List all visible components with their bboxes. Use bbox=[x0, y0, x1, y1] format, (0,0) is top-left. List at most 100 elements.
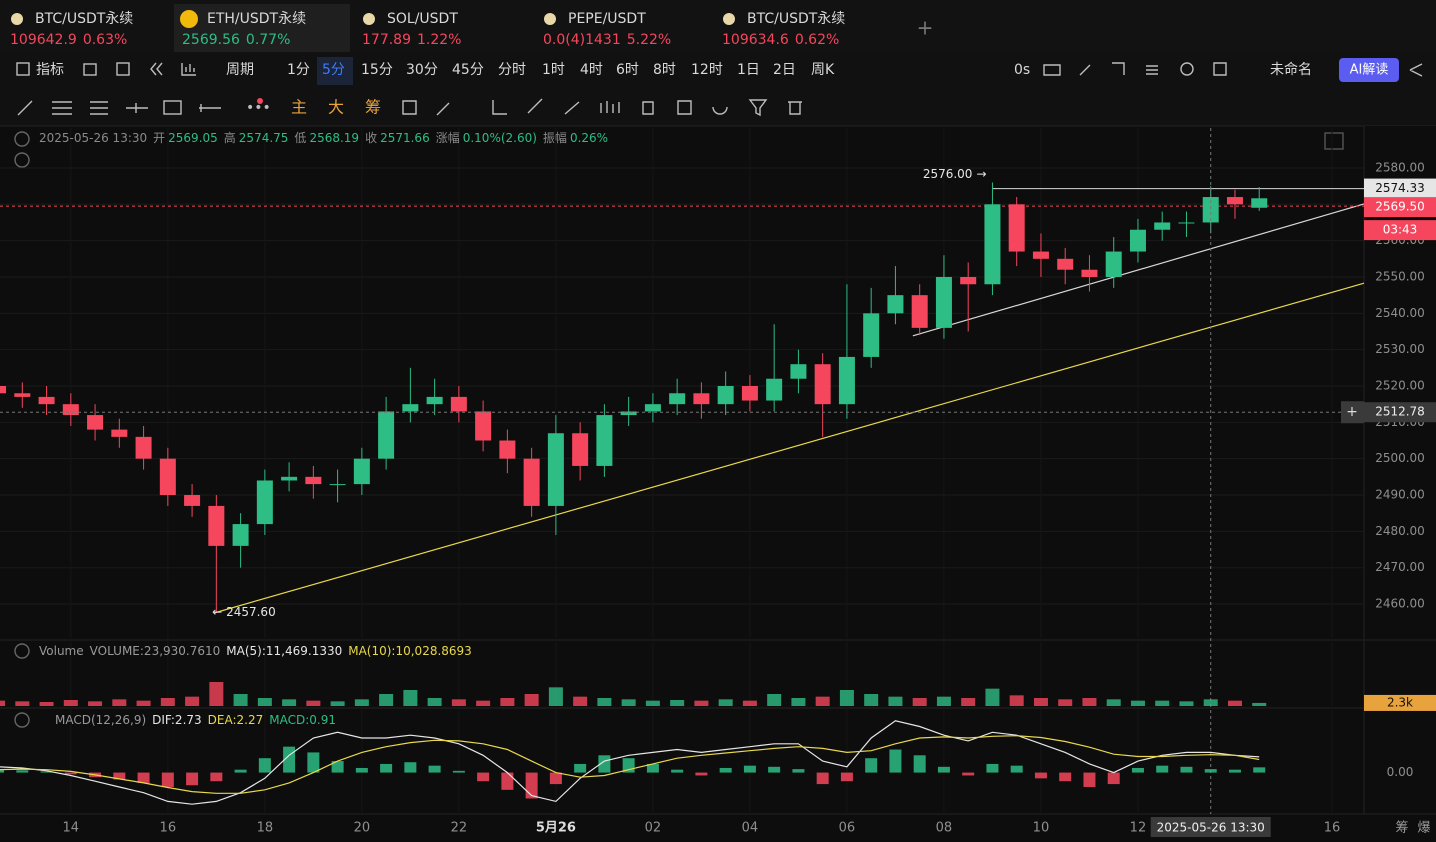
tab-symbol[interactable]: SOL/USDT bbox=[387, 11, 458, 27]
interval[interactable]: 1时 bbox=[542, 62, 565, 78]
tab-change: 0.77% bbox=[246, 32, 290, 48]
volume-bar bbox=[427, 698, 442, 706]
timer: 0s bbox=[1014, 62, 1030, 78]
macd-bar bbox=[671, 769, 684, 773]
interval[interactable]: 45分 bbox=[452, 62, 484, 78]
interval[interactable]: 8时 bbox=[653, 62, 676, 78]
candle-body bbox=[475, 411, 492, 441]
interval[interactable]: 1日 bbox=[737, 62, 760, 78]
collapse-icon[interactable] bbox=[14, 712, 30, 728]
indicator-button[interactable]: 指标 bbox=[36, 62, 64, 78]
draw-icon[interactable] bbox=[199, 104, 221, 112]
interval[interactable]: 1分 bbox=[287, 62, 310, 78]
period-button[interactable]: 周期 bbox=[226, 62, 254, 78]
volume-bar bbox=[597, 698, 612, 706]
interval[interactable]: 4时 bbox=[580, 62, 603, 78]
trend-line bbox=[214, 282, 1365, 614]
tab-change: 0.63% bbox=[83, 32, 127, 48]
tab-symbol[interactable]: BTC/USDT永续 bbox=[747, 10, 845, 27]
interval[interactable]: 2日 bbox=[773, 62, 796, 78]
expand-icon[interactable] bbox=[14, 152, 30, 168]
icon[interactable] bbox=[150, 62, 163, 76]
countdown-bg bbox=[1364, 220, 1436, 241]
tab-symbol[interactable]: BTC/USDT永续 bbox=[35, 10, 133, 27]
mode-button[interactable]: 筹 bbox=[365, 98, 381, 117]
macd-bar bbox=[234, 769, 247, 773]
volume-bar bbox=[354, 699, 369, 706]
mode-button[interactable]: 主 bbox=[291, 98, 307, 117]
volume-bar bbox=[1009, 695, 1024, 706]
interval[interactable]: 15分 bbox=[361, 62, 393, 78]
draw-icon[interactable] bbox=[163, 100, 182, 115]
volume-bar bbox=[621, 699, 636, 706]
active-interval bbox=[317, 57, 353, 85]
more-tools[interactable]: ••• bbox=[246, 100, 271, 116]
dot bbox=[257, 98, 263, 104]
footer-button[interactable]: 爆 bbox=[1417, 821, 1430, 836]
coin-icon bbox=[723, 13, 735, 25]
macd-bar bbox=[113, 772, 126, 780]
y-tick-label: 2460.00 bbox=[1375, 597, 1425, 611]
top-icon[interactable] bbox=[1043, 62, 1423, 77]
candle-body bbox=[281, 476, 298, 481]
volume-bar bbox=[282, 699, 297, 706]
y-tick-label: 2580.00 bbox=[1375, 160, 1425, 174]
interval[interactable]: 分时 bbox=[498, 62, 526, 78]
tab-symbol[interactable]: ETH/USDT永续 bbox=[207, 10, 306, 27]
layout-name[interactable]: 未命名 bbox=[1270, 61, 1312, 78]
candle-body bbox=[111, 429, 128, 437]
macd-bar bbox=[913, 755, 926, 773]
candle-body bbox=[87, 415, 104, 430]
info-value: 0.10%(2.60) bbox=[463, 131, 537, 145]
collapse-icon[interactable] bbox=[14, 131, 30, 147]
crosshair-label: 2512.78 bbox=[1375, 405, 1425, 419]
macd-bar bbox=[161, 772, 174, 787]
volume-bar bbox=[1179, 701, 1194, 706]
last-price-label-bg bbox=[1364, 197, 1436, 218]
interval[interactable]: 周K bbox=[811, 62, 835, 78]
icon[interactable] bbox=[181, 63, 196, 76]
volume-bar bbox=[88, 701, 103, 706]
footer-button[interactable]: 筹 bbox=[1395, 820, 1408, 836]
volume-bar bbox=[39, 702, 54, 706]
interval[interactable]: 6时 bbox=[616, 62, 639, 78]
arrow: ← bbox=[212, 605, 222, 619]
draw-icon[interactable] bbox=[402, 100, 507, 116]
info-value: 2568.19 bbox=[309, 131, 359, 145]
macd-bar bbox=[501, 772, 514, 790]
icon[interactable] bbox=[83, 63, 97, 76]
volume-bar bbox=[573, 696, 588, 706]
volume-bar bbox=[403, 690, 418, 706]
tab-symbol[interactable]: PEPE/USDT bbox=[568, 11, 646, 27]
fullscreen-icon[interactable] bbox=[1324, 132, 1344, 150]
interval[interactable]: 30分 bbox=[406, 62, 438, 78]
x-tick-label: 04 bbox=[742, 821, 759, 836]
macd-bar bbox=[1180, 766, 1193, 773]
arrow: → bbox=[976, 167, 986, 181]
volume-bar bbox=[257, 698, 272, 706]
candle-body bbox=[741, 385, 758, 401]
candle-body bbox=[135, 436, 152, 459]
ai-button[interactable]: AI解读 bbox=[1350, 63, 1389, 78]
x-tick-label: 5月26 bbox=[536, 821, 576, 836]
candle-body bbox=[232, 524, 249, 546]
crosshair-plus-bg bbox=[1341, 401, 1364, 424]
macd-bar bbox=[1059, 772, 1072, 782]
add-tab[interactable]: + bbox=[917, 16, 934, 40]
volume-bar bbox=[330, 701, 345, 706]
candle-body bbox=[499, 440, 516, 459]
interval[interactable]: 12时 bbox=[691, 62, 723, 78]
icon[interactable] bbox=[116, 62, 130, 76]
macd-bar bbox=[962, 772, 975, 776]
collapse-icon[interactable] bbox=[14, 643, 30, 659]
mode-button[interactable]: 大 bbox=[328, 98, 344, 117]
draw-icon[interactable] bbox=[527, 98, 802, 117]
interval[interactable]: 5分 bbox=[322, 62, 345, 78]
candle-body bbox=[669, 393, 686, 405]
candle-body bbox=[838, 356, 855, 405]
volume-bar bbox=[379, 694, 394, 706]
indicator-icon[interactable] bbox=[16, 62, 30, 76]
tab-quote: 109642.9 0.63% bbox=[10, 32, 127, 48]
volume-bar bbox=[985, 688, 1000, 706]
draw-icon[interactable] bbox=[17, 100, 148, 116]
